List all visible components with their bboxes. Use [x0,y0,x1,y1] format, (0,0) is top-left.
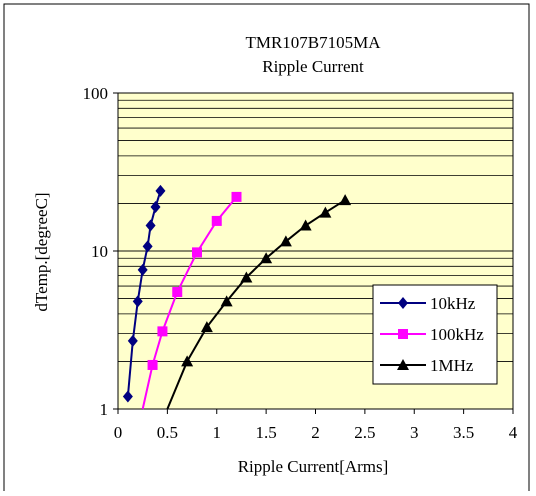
legend-label: 1MHz [430,356,474,375]
data-point [142,240,153,253]
chart-title: TMR107B7105MA [245,33,381,52]
data-point [240,271,253,283]
y-axis-label: dTemp.[degreeC] [32,192,51,311]
data-point [211,215,222,226]
x-axis-label: Ripple Current[Arms] [238,457,389,476]
data-point [192,247,202,258]
data-point [398,329,408,339]
data-point [127,334,138,347]
data-point [200,321,213,333]
data-point [231,191,242,202]
data-point [157,326,168,337]
data-point [397,359,409,370]
y-tick-label: 1 [100,400,109,419]
series-line [166,199,346,410]
data-point [339,194,352,206]
data-point [145,219,156,232]
data-point [155,184,166,197]
y-tick-label: 100 [83,84,109,103]
data-point [150,200,161,213]
series-100kHz [141,191,242,410]
data-point [172,287,183,298]
data-point [137,263,148,276]
data-point [279,235,292,247]
data-point [220,295,233,307]
data-point [181,355,194,367]
data-point [398,297,408,309]
data-point [132,295,143,308]
x-tick-label: 3.5 [453,423,474,442]
y-axis-ticks: 1 10 100 [83,84,118,419]
x-tick-label: 1.5 [256,423,277,442]
x-tick-label: 2.5 [354,423,375,442]
series-10kHz [122,184,166,403]
data-point [319,206,332,218]
x-tick-label: 0 [114,423,123,442]
x-axis-ticks: 0 0.5 1 1.5 2 2.5 3 3.5 4 [114,409,518,442]
y-tick-label: 10 [91,242,108,261]
data-point [122,390,133,403]
legend-label: 10kHz [430,294,476,313]
x-tick-label: 3 [410,423,419,442]
x-tick-label: 1 [213,423,222,442]
legend-label: 100kHz [430,325,484,344]
data-point [260,252,273,264]
series-1MHz [166,194,352,410]
data-point [299,219,312,231]
data-point [147,359,158,370]
x-tick-label: 4 [509,423,518,442]
x-tick-label: 2 [311,423,320,442]
x-tick-label: 0.5 [157,423,178,442]
legend: 10kHz 100kHz 1MHz [372,284,498,385]
series-layer [122,184,352,410]
chart-subtitle: Ripple Current [262,57,364,76]
